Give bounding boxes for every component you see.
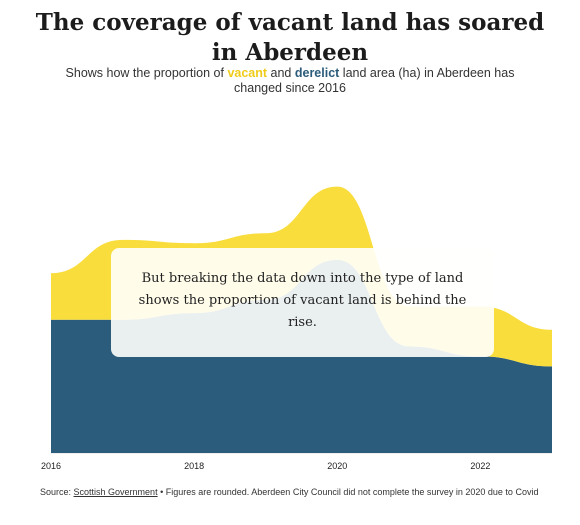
x-axis-ticks: 2016 2018 2020 2022 [41,461,490,471]
subtitle-prefix: Shows how the proportion of [65,66,228,80]
subtitle-middle: and [267,66,295,80]
chart-subtitle: Shows how the proportion of vacant and d… [40,66,540,96]
x-tick-label: 2016 [41,461,61,471]
source-link[interactable]: Scottish Government [73,487,158,497]
subtitle-suffix: land area (ha) in Aberdeen has changed s… [234,66,515,95]
source-label: Source: [40,487,74,497]
source-footnote: • Figures are rounded. Aberdeen City Cou… [157,487,539,497]
x-tick-label: 2018 [184,461,204,471]
chart-title: The coverage of vacant land has soared i… [35,9,545,66]
subtitle-vacant-highlight: vacant [227,66,268,80]
x-tick-label: 2020 [327,461,347,471]
subtitle-derelict-highlight: derelict [294,66,340,80]
annotation-box: But breaking the data down into the type… [111,248,494,357]
source-note: Source: Scottish Government • Figures ar… [40,487,562,498]
x-tick-label: 2022 [470,461,490,471]
